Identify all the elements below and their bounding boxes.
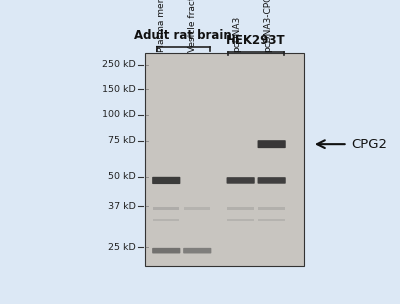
Bar [144,212,304,223]
Bar [144,191,304,202]
Bar [258,207,285,210]
Bar [144,95,304,106]
Text: pcDNA3: pcDNA3 [232,16,241,52]
Bar [144,159,304,170]
Bar [144,170,304,181]
Bar [144,149,304,159]
Bar [184,207,210,210]
Bar [144,234,304,245]
Text: HEK293T: HEK293T [226,34,286,47]
FancyBboxPatch shape [152,248,180,254]
FancyBboxPatch shape [258,140,286,148]
Bar [144,255,304,266]
FancyBboxPatch shape [183,248,211,254]
Bar [228,207,254,210]
Bar [144,138,304,149]
Text: 50 kD: 50 kD [108,172,136,181]
FancyBboxPatch shape [152,177,180,184]
Bar [144,245,304,255]
Text: Adult rat brain: Adult rat brain [134,29,232,42]
Bar [144,53,304,266]
FancyBboxPatch shape [226,177,255,184]
Bar [144,127,304,138]
Bar [258,219,285,221]
Text: 37 kD: 37 kD [108,202,136,211]
Bar [144,117,304,127]
Bar [228,219,254,221]
Text: 100 kD: 100 kD [102,110,136,119]
Bar [153,219,180,221]
Bar [144,85,304,95]
Bar [153,207,180,210]
Bar [144,223,304,234]
Bar [144,53,304,64]
FancyBboxPatch shape [258,177,286,184]
Bar [144,106,304,117]
Text: 75 kD: 75 kD [108,136,136,145]
Bar [144,181,304,191]
Text: 25 kD: 25 kD [108,243,136,252]
Bar [144,202,304,212]
Text: Plasma membrane: Plasma membrane [157,0,166,52]
Text: Vesicle fraction: Vesicle fraction [188,0,197,52]
Text: 250 kD: 250 kD [102,60,136,69]
Text: CPG2: CPG2 [351,138,387,151]
Bar [144,74,304,85]
Bar [144,64,304,74]
Text: pcDNA3-CPG2: pcDNA3-CPG2 [263,0,272,52]
Text: 150 kD: 150 kD [102,85,136,94]
